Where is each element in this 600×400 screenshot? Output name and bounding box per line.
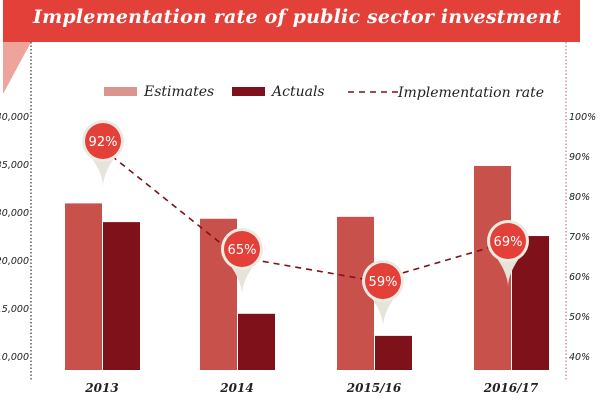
legend-swatch-estimates bbox=[104, 87, 137, 96]
x-tick-label: 2014 bbox=[219, 381, 253, 395]
x-tick-label: 2016/17 bbox=[483, 381, 539, 395]
right-tick-label: 50% bbox=[569, 312, 590, 323]
pin-marker bbox=[365, 263, 401, 299]
data-label-implementation-rate: 92% bbox=[89, 135, 118, 150]
bar-estimates-2013 bbox=[65, 203, 102, 370]
banner-fold bbox=[3, 42, 31, 94]
right-tick-label: 90% bbox=[569, 152, 590, 163]
pin-marker bbox=[490, 223, 526, 259]
x-tick-label: 2015/16 bbox=[346, 381, 402, 395]
pin-marker bbox=[85, 123, 121, 159]
data-label-implementation-rate: 59% bbox=[369, 275, 398, 290]
left-tick-label: 10,000 bbox=[0, 352, 29, 363]
bar-actuals-2014 bbox=[238, 313, 275, 370]
left-tick-label: 20,000 bbox=[0, 256, 29, 267]
legend-label-implementation-rate: Implementation rate bbox=[397, 85, 544, 101]
right-tick-label: 40% bbox=[569, 352, 590, 363]
left-tick-label: 15,000 bbox=[0, 304, 29, 315]
right-tick-label: 70% bbox=[569, 232, 590, 243]
bar-actuals-2013 bbox=[103, 222, 140, 370]
pin-marker bbox=[224, 231, 260, 267]
data-label-implementation-rate: 65% bbox=[228, 243, 257, 258]
left-tick-label: 40,000 bbox=[0, 112, 29, 123]
implementation-rate-line bbox=[102, 148, 513, 282]
x-tick-label: 2013 bbox=[84, 381, 118, 395]
right-tick-label: 60% bbox=[569, 272, 590, 283]
right-tick-label: 80% bbox=[569, 192, 590, 203]
legend-label-actuals: Actuals bbox=[270, 84, 325, 100]
left-tick-label: 30,000 bbox=[0, 208, 29, 219]
legend-swatch-actuals bbox=[232, 87, 265, 96]
left-tick-label: 35,000 bbox=[0, 160, 29, 171]
title-banner: Implementation rate of public sector inv… bbox=[3, 0, 580, 42]
chart-title: Implementation rate of public sector inv… bbox=[33, 6, 562, 28]
legend-label-estimates: Estimates bbox=[143, 84, 214, 100]
data-label-implementation-rate: 69% bbox=[494, 235, 523, 250]
bar-actuals-2015/16 bbox=[375, 335, 412, 370]
right-tick-label: 100% bbox=[569, 112, 596, 123]
